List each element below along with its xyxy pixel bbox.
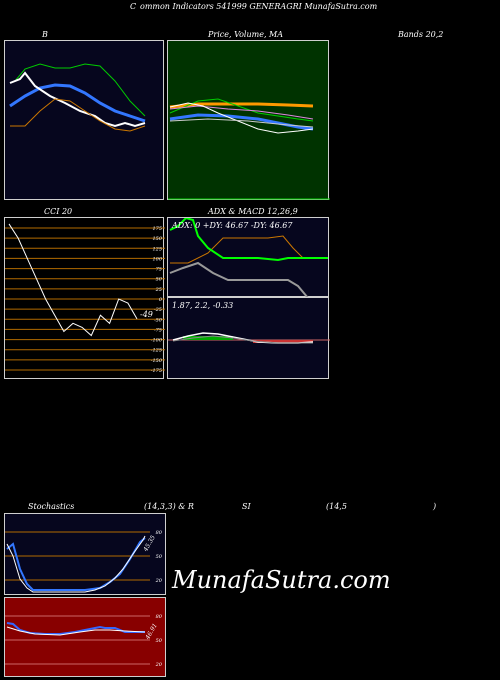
adx-line bbox=[169, 261, 309, 298]
stoch-grid: 80 50 20 bbox=[5, 530, 163, 584]
stoch-k bbox=[6, 537, 146, 591]
adx-panel: ADX: 0 +DY: 46.67 -DY: 46.67 bbox=[167, 217, 329, 298]
cci-tick-label: 25 bbox=[155, 287, 162, 293]
rsi-close: ) bbox=[433, 502, 437, 511]
cci-tick-label: -125 bbox=[151, 348, 162, 354]
adx-macd-label: ADX & MACD 12,26,9 bbox=[208, 207, 298, 216]
cci-tick-label: -100 bbox=[151, 338, 163, 344]
cci-value: -49 bbox=[140, 310, 153, 319]
cci-tick-label: 50 bbox=[156, 277, 163, 283]
stoch-d bbox=[6, 535, 146, 593]
bb-panel bbox=[4, 40, 164, 200]
bb-label: B bbox=[42, 30, 48, 39]
cci-tick-label: -150 bbox=[151, 358, 163, 364]
price-ma-pink bbox=[169, 105, 314, 120]
rsi-grid-tick-label: 20 bbox=[155, 662, 163, 668]
rsi-grid: 80 50 20 bbox=[5, 614, 163, 668]
stoch-grid-tick-label: 50 bbox=[156, 554, 163, 560]
rsi-chart: 80 50 20 bbox=[5, 614, 163, 668]
price-panel bbox=[167, 40, 330, 200]
watermark: MunafaSutra.com bbox=[172, 566, 391, 594]
cci-line bbox=[8, 223, 138, 337]
rsi-label: SI bbox=[242, 502, 251, 511]
cci-chart: 175 150 125 100 75 50 25 0 -25 -50 -75 -100 -125 -150… bbox=[5, 223, 165, 374]
cci-tick-label: 175 bbox=[152, 226, 162, 232]
bb-chart bbox=[9, 63, 146, 132]
stoch-grid-tick-label: 20 bbox=[155, 578, 163, 584]
price-ma-blue bbox=[169, 113, 314, 131]
macd-signal bbox=[172, 335, 313, 344]
price-ma-green bbox=[169, 98, 314, 122]
rsi-grid-tick-label: 80 bbox=[156, 614, 163, 620]
rsi-params: (14,5 bbox=[326, 502, 347, 511]
stoch-chart: 80 50 20 bbox=[5, 530, 163, 593]
header-title: ommon Indicators 541999 GENERAGRI Munafa… bbox=[140, 2, 378, 11]
price-ma-label: Price, Volume, MA bbox=[208, 30, 284, 39]
macd-panel: 1.87, 2.2, -0.33 bbox=[167, 297, 330, 379]
header-c: C bbox=[130, 2, 137, 11]
macd-values: 1.87, 2.2, -0.33 bbox=[172, 301, 234, 310]
cci-tick-label: -175 bbox=[151, 368, 162, 374]
stoch-params: (14,3,3) & R bbox=[144, 502, 194, 511]
bb-middle bbox=[9, 83, 146, 123]
cci-tick-label: -50 bbox=[154, 317, 163, 323]
cci-tick-label: 0 bbox=[159, 297, 163, 303]
bb-upper bbox=[14, 63, 146, 117]
stoch-panel: 80 50 20 45.35 bbox=[4, 513, 166, 595]
adx-values: ADX: 0 +DY: 46.67 -DY: 46.67 bbox=[172, 221, 293, 230]
cci-tick-label: 100 bbox=[152, 256, 162, 262]
cci-tick-label: 75 bbox=[156, 267, 162, 273]
rsi-signal bbox=[6, 626, 146, 636]
price-chart bbox=[168, 98, 330, 200]
cci-tick-label: -75 bbox=[154, 327, 162, 333]
adx-plus-dy bbox=[169, 218, 328, 262]
rsi-grid-tick-label: 50 bbox=[156, 638, 163, 644]
price-ma-grey bbox=[169, 118, 314, 128]
adx-minus-dy bbox=[170, 235, 313, 264]
stoch-grid-tick-label: 80 bbox=[156, 530, 163, 536]
cci-panel: 175 150 125 100 75 50 25 0 -25 -50 -75 -100 -125 -150… bbox=[4, 217, 165, 379]
macd-chart bbox=[168, 332, 330, 344]
cci-tick-label: 125 bbox=[152, 246, 162, 252]
adx-chart bbox=[169, 218, 328, 298]
stoch-label: Stochastics bbox=[28, 502, 75, 511]
macd-histogram bbox=[183, 336, 313, 343]
cci-tick-label: -25 bbox=[154, 307, 162, 313]
cci-label: CCI 20 bbox=[44, 207, 73, 216]
bands-label: Bands 20,2 bbox=[398, 30, 444, 39]
bb-lower bbox=[10, 98, 146, 132]
bb-price bbox=[9, 71, 146, 128]
cci-tick-label: 150 bbox=[152, 236, 162, 242]
rsi-panel: 80 50 20 46.91 bbox=[4, 597, 166, 677]
